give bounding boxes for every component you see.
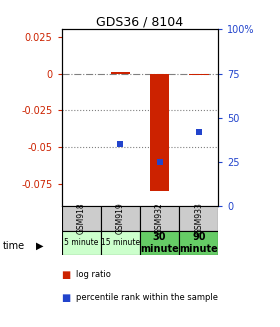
Text: GSM933: GSM933: [194, 202, 203, 234]
Text: percentile rank within the sample: percentile rank within the sample: [76, 293, 218, 302]
Text: ■: ■: [62, 293, 71, 302]
Bar: [179, 231, 218, 255]
Bar: [140, 231, 179, 255]
Bar: [140, 206, 179, 231]
Bar: [150, 74, 169, 191]
Bar: [62, 231, 101, 255]
Bar: [179, 206, 218, 231]
Text: 30
minute: 30 minute: [140, 232, 179, 254]
Text: GSM919: GSM919: [116, 202, 125, 234]
Text: ■: ■: [62, 270, 71, 280]
Text: 5 minute: 5 minute: [64, 238, 98, 247]
Bar: [189, 74, 209, 75]
Text: 15 minute: 15 minute: [101, 238, 140, 247]
Text: 90
minute: 90 minute: [179, 232, 218, 254]
Text: ▶: ▶: [36, 241, 44, 251]
Text: GSM932: GSM932: [155, 202, 164, 234]
Text: GSM918: GSM918: [77, 202, 86, 234]
Bar: [111, 72, 130, 74]
Bar: [62, 206, 101, 231]
Text: log ratio: log ratio: [76, 270, 111, 279]
Bar: [101, 206, 140, 231]
Text: time: time: [3, 241, 25, 251]
Title: GDS36 / 8104: GDS36 / 8104: [96, 15, 184, 28]
Bar: [101, 231, 140, 255]
